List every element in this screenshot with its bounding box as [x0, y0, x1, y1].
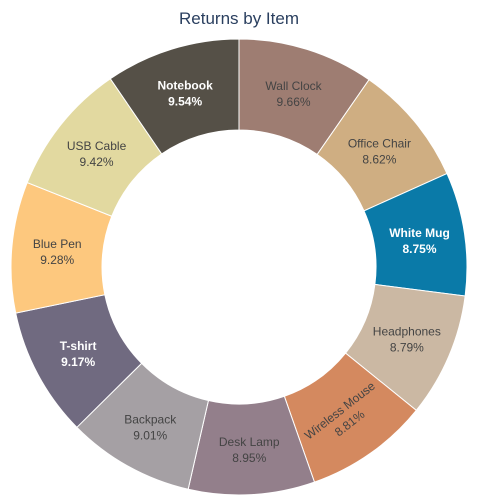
slice-value-label: 9.66%	[277, 95, 311, 109]
slice-value-label: 8.79%	[390, 341, 424, 355]
slice-category-label: White Mug	[389, 226, 450, 240]
slice-label-headphones: Headphones 8.79%	[373, 325, 441, 355]
slice-category-label: Blue Pen	[33, 237, 82, 251]
slice-category-label: Wall Clock	[265, 79, 322, 93]
slice-value-label: 9.54%	[168, 95, 202, 109]
chart-title: Returns by Item	[179, 9, 299, 28]
slice-label-wall-clock: Wall Clock 9.66%	[265, 79, 322, 109]
slice-label-desk-lamp: Desk Lamp 8.95%	[219, 435, 280, 465]
slice-label-blue-pen: Blue Pen 9.28%	[33, 237, 82, 267]
slice-label-notebook: Notebook 9.54%	[157, 79, 213, 109]
slice-value-label: 9.17%	[61, 355, 95, 369]
slice-label-white-mug: White Mug 8.75%	[389, 226, 450, 256]
slice-category-label: Office Chair	[348, 136, 411, 150]
slice-value-label: 8.95%	[232, 451, 266, 465]
slice-category-label: Backpack	[124, 412, 177, 426]
slice-label-t-shirt: T-shirt 9.17%	[60, 339, 97, 369]
slice-category-label: USB Cable	[67, 139, 127, 153]
slice-value-label: 8.75%	[403, 242, 437, 256]
slice-notebook[interactable]	[109, 38, 240, 155]
slice-category-label: Notebook	[157, 79, 213, 93]
slice-label-usb-cable: USB Cable 9.42%	[67, 139, 127, 169]
slice-label-office-chair: Office Chair 8.62%	[348, 136, 411, 166]
slice-category-label: T-shirt	[60, 339, 97, 353]
slice-value-label: 9.28%	[40, 253, 74, 267]
slice-value-label: 8.62%	[362, 152, 396, 166]
slice-category-label: Desk Lamp	[219, 435, 280, 449]
slice-label-backpack: Backpack 9.01%	[124, 412, 177, 442]
slice-value-label: 9.01%	[133, 428, 167, 442]
slice-value-label: 9.42%	[80, 155, 114, 169]
slice-category-label: Headphones	[373, 325, 441, 339]
